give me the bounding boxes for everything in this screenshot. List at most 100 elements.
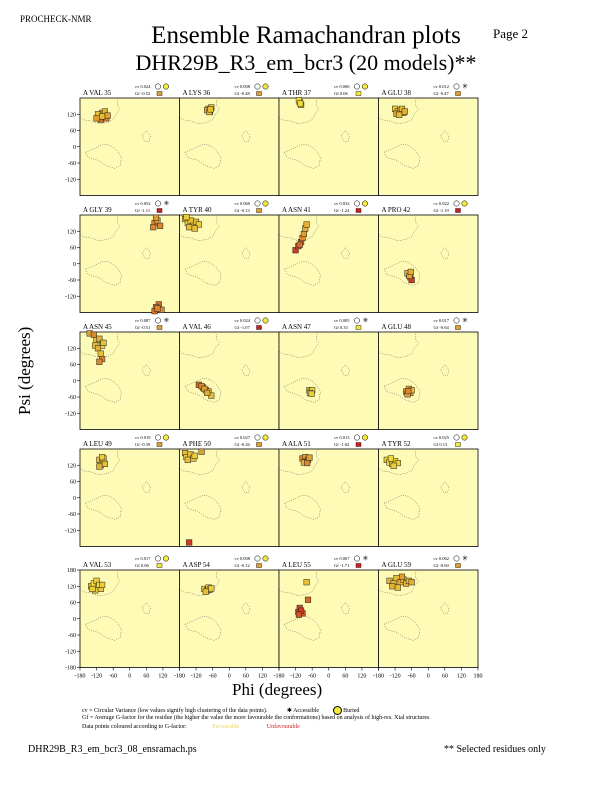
gf-value: Gf -0.51	[135, 325, 150, 330]
allowed-region-outline	[378, 97, 419, 124]
legend-cv-text: cv = Circular Variance (low values signi…	[82, 707, 268, 714]
data-point	[389, 583, 396, 590]
data-point	[303, 221, 310, 228]
panel-a-leu-49: A LEU 49 cv 0.019 Gf -0.39	[79, 434, 180, 547]
data-point	[303, 579, 310, 586]
accessible-icon: ✱	[286, 707, 292, 714]
gf-swatch	[355, 208, 362, 213]
panel-a-glu-38: A GLU 38 cv 0.012 Gf -0.47 ✳	[378, 83, 479, 196]
y-tick-label: 60	[70, 601, 76, 607]
allowed-region-outline	[340, 364, 350, 376]
cv-clock-icon	[254, 200, 261, 207]
panel-a-val-35: A VAL 35 cv 0.024 Gf -0.52	[79, 83, 180, 196]
x-tick-label: 120	[158, 674, 167, 680]
cv-clock-icon	[354, 434, 360, 441]
y-tick-label: 0	[73, 262, 76, 268]
gf-swatch	[156, 442, 163, 447]
data-point	[396, 111, 403, 118]
gf-value: Gf -0.60	[434, 563, 450, 568]
panel-a-val-46: A VAL 46 cv 0.024 Gf -1.07	[179, 317, 280, 430]
x-tick-label: -60	[408, 674, 416, 680]
accessible-icon: ✳	[363, 317, 369, 325]
x-tick-label: -60	[109, 674, 117, 680]
allowed-region-outline	[241, 602, 251, 614]
legend-unfavourable: Unfavourable	[266, 724, 300, 730]
plot-title: Ensemble Ramachandran plots	[151, 22, 461, 49]
cv-value: cv 0.022	[434, 201, 450, 206]
allowed-region-outline	[179, 97, 220, 124]
x-tick-label: -180	[75, 674, 86, 680]
data-point	[407, 268, 414, 275]
y-axis-label: Psi (degrees)	[15, 326, 34, 415]
allowed-region-outline	[85, 260, 122, 286]
cv-clock-icon	[155, 434, 161, 441]
gf-swatch	[355, 325, 362, 330]
y-tick-label: -60	[68, 512, 76, 518]
cv-value: cv 0.087	[135, 318, 151, 323]
residue-label: A ASP 54	[183, 561, 211, 569]
gf-swatch	[455, 563, 461, 568]
x-tick-label: -60	[209, 674, 217, 680]
residue-label: A VAL 35	[83, 89, 112, 97]
data-point	[152, 214, 160, 221]
gf-value: Gf -0.48	[235, 91, 251, 96]
cv-clock-icon	[254, 317, 261, 324]
data-point	[89, 585, 96, 593]
x-tick-label: 60	[442, 674, 448, 680]
panel-a-asp-54: A ASP 54 cv 0.008 Gf -0.12	[179, 555, 280, 668]
buried-icon	[163, 555, 169, 562]
residue-label: A ALA 51	[282, 440, 311, 448]
y-tick-label: -120	[65, 177, 76, 183]
data-point	[104, 112, 111, 119]
x-tick-label: -120	[91, 674, 102, 680]
allowed-region-outline	[278, 448, 320, 475]
x-tick-label: 120	[357, 674, 366, 680]
allowed-region-outline	[85, 494, 122, 520]
allowed-region-outline	[184, 260, 222, 286]
y-tick-label: 60	[70, 246, 76, 252]
gf-value: Gf -0.52	[135, 91, 150, 96]
data-point	[191, 452, 198, 459]
data-point	[304, 460, 311, 467]
panel-a-glu-59: A GLU 59 cv 0.062 Gf -0.60 ✳	[378, 555, 479, 668]
cv-value: cv 0.017	[135, 556, 151, 561]
allowed-region-outline	[440, 602, 450, 614]
panel-a-tyr-40: A TYR 40 cv 0.060 Gf -0.13	[179, 200, 280, 313]
allowed-region-outline	[241, 247, 251, 259]
allowed-region-outline	[141, 247, 151, 259]
buried-icon	[163, 83, 169, 90]
buried-icon	[262, 317, 269, 324]
allowed-region-outline	[340, 602, 350, 614]
panel-background	[179, 97, 280, 196]
allowed-region-outline	[85, 615, 122, 641]
gf-value: Gf -0.13	[235, 208, 251, 213]
allowed-region-outline	[141, 481, 151, 493]
panel-background	[278, 331, 379, 430]
gf-value: Gf -0.12	[235, 563, 250, 568]
gf-value: Gf -0.26	[235, 442, 251, 447]
y-tick-label: 60	[70, 480, 76, 486]
footer-note: ** Selected residues only	[444, 744, 546, 755]
panel-a-glu-48: A GLU 48 cv 0.017 Gf -0.64 ✳	[378, 317, 479, 430]
gf-swatch	[455, 208, 461, 213]
gf-swatch	[256, 563, 262, 568]
allowed-region-outline	[278, 214, 320, 241]
data-point	[306, 454, 313, 461]
legend-favourable: Favourable	[212, 724, 240, 730]
x-tick-label: -60	[308, 674, 316, 680]
residue-label: A ASN 47	[282, 323, 311, 331]
cv-value: cv 0.019	[135, 435, 151, 440]
x-tick-label: 60	[243, 674, 249, 680]
buried-icon	[461, 434, 468, 441]
data-point	[408, 579, 415, 586]
data-point	[94, 345, 102, 352]
data-point	[304, 596, 312, 603]
x-tick-label: -180	[174, 674, 185, 680]
panel-background	[79, 448, 180, 547]
panel-background	[179, 569, 280, 668]
allowed-region-outline	[284, 143, 321, 169]
cv-clock-icon	[354, 200, 360, 207]
allowed-region-outline	[241, 364, 251, 376]
panel-a-asn-41: A ASN 41 cv 0.032 Gf -1.24	[278, 200, 379, 313]
cv-value: cv 0.008	[235, 84, 251, 89]
